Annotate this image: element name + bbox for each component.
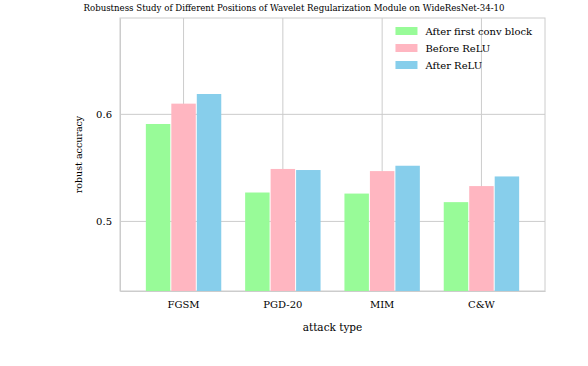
- legend-item: After ReLU: [395, 60, 482, 71]
- x-tick-label: C&W: [468, 299, 496, 310]
- y-axis-line: [120, 19, 121, 292]
- bars: [146, 94, 519, 291]
- bar: [197, 94, 221, 291]
- legend-label: Before ReLU: [425, 43, 490, 54]
- x-tick: C&W: [468, 291, 496, 310]
- legend-item: After first conv block: [395, 26, 533, 37]
- y-tick-label: 0.5: [96, 216, 112, 227]
- y-axis-title: robust accuracy: [73, 115, 84, 193]
- x-tick: FGSM: [168, 291, 200, 310]
- legend-item: Before ReLU: [395, 43, 490, 54]
- y-axis: 0.5 0.6: [96, 19, 120, 292]
- legend-swatch: [395, 44, 417, 52]
- legend-label: After ReLU: [424, 60, 482, 71]
- bar: [444, 202, 468, 291]
- y-tick: 0.5: [96, 216, 120, 227]
- x-tick-label: FGSM: [168, 299, 200, 310]
- title: Robustness Study of Different Positions …: [84, 3, 505, 13]
- bar: [395, 166, 419, 291]
- bar: [344, 194, 368, 291]
- y-tick-label: 0.6: [96, 109, 112, 120]
- x-axis-title: attack type: [303, 321, 363, 333]
- x-axis: FGSM PGD-20 MIM C&W: [121, 291, 546, 310]
- bar: [245, 193, 269, 291]
- bar: [296, 170, 320, 291]
- x-axis-line: [121, 291, 546, 292]
- x-tick-label: MIM: [370, 299, 394, 310]
- y-tick: 0.6: [96, 109, 120, 120]
- legend-swatch: [395, 27, 417, 35]
- chart: 0.5 0.6 FGSM PGD-20 MIM C&W attack type robust …: [0, 0, 588, 366]
- grid: [120, 18, 545, 291]
- bar: [146, 124, 170, 291]
- bar: [495, 176, 519, 291]
- x-tick: MIM: [370, 291, 394, 310]
- plot-frame: [120, 18, 545, 291]
- legend: After first conv block Before ReLU After R…: [395, 26, 533, 71]
- bar: [469, 186, 493, 291]
- legend-label: After first conv block: [424, 26, 533, 37]
- x-tick-label: PGD-20: [263, 299, 302, 310]
- legend-swatch: [395, 61, 417, 69]
- x-tick: PGD-20: [263, 291, 302, 310]
- bar: [271, 169, 295, 291]
- bar: [171, 104, 195, 291]
- bar: [370, 171, 394, 291]
